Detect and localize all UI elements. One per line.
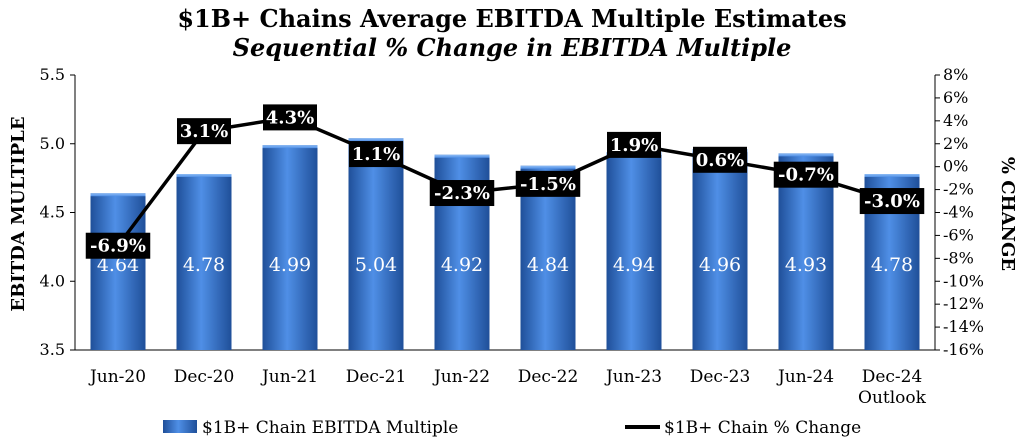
line-value-label: 1.9% bbox=[610, 135, 658, 156]
bar-value-label: 4.99 bbox=[269, 254, 311, 276]
bar-highlight bbox=[434, 154, 490, 158]
bar bbox=[606, 152, 662, 350]
bar-value-label: 4.78 bbox=[183, 254, 225, 276]
chart-subtitle: Sequential % Change in EBITDA Multiple bbox=[233, 33, 792, 62]
right-tick-label: -14% bbox=[943, 317, 984, 336]
category-label: Jun-21 bbox=[260, 367, 318, 387]
bar-highlight bbox=[778, 153, 834, 157]
left-tick-label: 4.5 bbox=[40, 203, 65, 222]
bar-value-label: 4.96 bbox=[699, 254, 741, 276]
bar-value-label: 4.93 bbox=[785, 254, 827, 276]
right-axis-ticks: 8% 6% 4% 2% 0% -2% -4% -6% -8% -10% -12% -14% -16% bbox=[935, 65, 984, 359]
legend-bar-label: $1B+ Chain EBITDA Multiple bbox=[202, 418, 458, 438]
bar bbox=[692, 149, 748, 350]
bar bbox=[262, 145, 318, 350]
right-tick-label: -6% bbox=[943, 225, 974, 244]
right-tick-label: 6% bbox=[943, 88, 968, 107]
right-tick-label: -10% bbox=[943, 271, 984, 290]
left-axis-ticks: 3.5 4.0 4.5 5.0 5.5 bbox=[40, 65, 75, 359]
category-label: Dec-21 bbox=[346, 367, 407, 387]
line-value-label-box bbox=[859, 188, 925, 215]
left-tick-label: 5.5 bbox=[40, 65, 65, 84]
category-label: Jun-23 bbox=[604, 367, 662, 387]
y2-axis-title: % CHANGE bbox=[997, 157, 1018, 271]
y-axis-title: EBITDA MULTIPLE bbox=[8, 116, 29, 311]
bar-value-label: 4.64 bbox=[97, 254, 139, 276]
legend-bar-swatch bbox=[163, 420, 197, 433]
category-label: Dec-24 bbox=[862, 367, 923, 387]
line-value-label-box bbox=[263, 104, 317, 131]
line-value-label: 3.1% bbox=[180, 121, 228, 142]
category-label: Dec-23 bbox=[690, 367, 751, 387]
category-label: Jun-20 bbox=[88, 367, 146, 387]
line-value-label-box bbox=[429, 180, 495, 207]
line-value-label: -3.0% bbox=[864, 191, 920, 212]
line-value-label-box bbox=[773, 161, 839, 188]
category-label: Jun-22 bbox=[432, 367, 490, 387]
right-tick-label: 8% bbox=[943, 65, 968, 84]
line-value-label: -1.5% bbox=[520, 174, 576, 195]
bar-value-labels: 4.64 4.78 4.99 5.04 4.92 4.84 4.94 4.96 4.93 4.78 bbox=[97, 254, 913, 276]
line-value-label: 1.1% bbox=[352, 144, 400, 165]
category-label: Jun-24 bbox=[776, 367, 834, 387]
line-path bbox=[116, 115, 893, 247]
line-value-label: -0.7% bbox=[778, 165, 834, 186]
bar-value-label: 5.04 bbox=[355, 254, 397, 276]
legend-line-label: $1B+ Chain % Change bbox=[664, 418, 861, 438]
right-tick-label: -2% bbox=[943, 180, 974, 199]
bar-highlight bbox=[348, 138, 404, 142]
bar bbox=[348, 138, 404, 350]
bar-highlight bbox=[90, 193, 146, 197]
bar-highlight bbox=[176, 174, 232, 177]
right-tick-label: 4% bbox=[943, 111, 968, 130]
line-value-labels: -6.9% 3.1% 4.3% 1.1% -2.3% -1.5% 1.9% 0.6% -0.7%… bbox=[85, 104, 925, 259]
line-value-label-box bbox=[349, 141, 403, 168]
category-label: Dec-22 bbox=[518, 367, 579, 387]
category-axis-labels: Jun-20 Dec-20 Jun-21 Dec-21 Jun-22 Dec-22 Jun-… bbox=[88, 367, 927, 408]
bar-value-label: 4.78 bbox=[871, 254, 913, 276]
line-value-label: 0.6% bbox=[696, 150, 744, 171]
left-tick-label: 4.0 bbox=[40, 271, 65, 290]
line-value-label: 4.3% bbox=[266, 107, 314, 128]
line-value-label-box bbox=[693, 146, 747, 173]
bar-value-label: 4.94 bbox=[613, 254, 655, 276]
line-value-label: -6.9% bbox=[90, 236, 146, 257]
left-tick-label: 5.0 bbox=[40, 134, 65, 153]
bar-highlight bbox=[520, 165, 576, 169]
bar-value-label: 4.92 bbox=[441, 254, 483, 276]
category-label-line2: Outlook bbox=[858, 388, 927, 408]
legend: $1B+ Chain EBITDA Multiple $1B+ Chain % … bbox=[163, 418, 861, 438]
bar-highlight bbox=[262, 145, 318, 149]
line-value-label-box bbox=[85, 232, 151, 259]
right-tick-label: -8% bbox=[943, 248, 974, 267]
bar bbox=[176, 174, 232, 350]
line-value-label-box bbox=[177, 118, 231, 145]
line-value-label-box bbox=[607, 131, 661, 158]
right-tick-label: -16% bbox=[943, 340, 984, 359]
chart-title: $1B+ Chains Average EBITDA Multiple Esti… bbox=[177, 4, 846, 33]
right-tick-label: 2% bbox=[943, 134, 968, 153]
bar-value-label: 4.84 bbox=[527, 254, 569, 276]
right-tick-label: -4% bbox=[943, 203, 974, 222]
left-tick-label: 3.5 bbox=[40, 340, 65, 359]
category-label: Dec-20 bbox=[174, 367, 235, 387]
bar-highlight bbox=[864, 174, 920, 177]
line-value-label-box bbox=[515, 170, 581, 197]
right-tick-label: -12% bbox=[943, 294, 984, 313]
line-value-label: -2.3% bbox=[434, 183, 490, 204]
right-tick-label: 0% bbox=[943, 157, 968, 176]
